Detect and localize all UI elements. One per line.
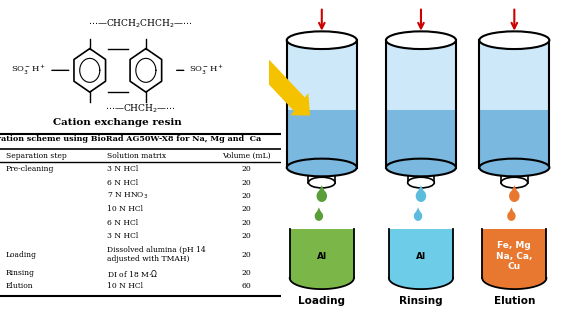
Bar	[309, 168, 335, 183]
Text: Loading: Loading	[6, 251, 36, 259]
Bar	[482, 229, 546, 278]
Text: Volume (mL): Volume (mL)	[223, 152, 271, 160]
Text: DI of 18 M$\cdot\Omega$: DI of 18 M$\cdot\Omega$	[107, 268, 158, 278]
Text: Separation scheme using BioRad AG50W-X8 for Na, Mg and  Ca: Separation scheme using BioRad AG50W-X8 …	[0, 135, 261, 143]
Ellipse shape	[287, 159, 357, 176]
Text: $\cdots$—CHCH$_2$—$\cdots$: $\cdots$—CHCH$_2$—$\cdots$	[105, 103, 176, 115]
Bar	[289, 229, 354, 278]
Text: Rinsing: Rinsing	[6, 269, 35, 277]
Text: Al: Al	[317, 252, 327, 261]
Text: 60: 60	[242, 282, 252, 290]
Bar	[287, 40, 357, 168]
Text: Solution matrix: Solution matrix	[107, 152, 165, 160]
Ellipse shape	[482, 267, 546, 289]
Ellipse shape	[408, 177, 434, 188]
Circle shape	[416, 190, 426, 202]
Ellipse shape	[389, 267, 453, 289]
Text: 7 N HNO$_3$: 7 N HNO$_3$	[107, 191, 148, 201]
Bar	[386, 110, 456, 168]
Ellipse shape	[479, 159, 549, 176]
Bar	[287, 40, 357, 110]
Text: 20: 20	[242, 179, 252, 187]
Polygon shape	[508, 207, 515, 215]
Bar	[386, 40, 456, 110]
Text: Loading: Loading	[298, 296, 345, 307]
Text: Rinsing: Rinsing	[399, 296, 443, 307]
Text: 20: 20	[242, 165, 252, 173]
Bar	[479, 110, 549, 168]
Text: 20: 20	[242, 219, 252, 227]
Text: Elution: Elution	[494, 296, 535, 307]
Bar	[287, 110, 357, 168]
Text: Separation step: Separation step	[6, 152, 66, 160]
Ellipse shape	[479, 31, 549, 49]
Text: 20: 20	[242, 205, 252, 213]
Circle shape	[414, 211, 422, 221]
Circle shape	[507, 211, 516, 221]
Text: 20: 20	[242, 192, 252, 200]
Circle shape	[315, 211, 323, 221]
Ellipse shape	[289, 267, 354, 289]
Polygon shape	[415, 207, 421, 215]
Text: 6 N HCl: 6 N HCl	[107, 219, 137, 227]
Text: 10 N HCl: 10 N HCl	[107, 205, 142, 213]
Text: 3 N HCl: 3 N HCl	[107, 232, 138, 240]
Ellipse shape	[287, 31, 357, 49]
Text: 6 N HCl: 6 N HCl	[107, 179, 137, 187]
Ellipse shape	[386, 159, 456, 176]
Text: 10 N HCl: 10 N HCl	[107, 282, 142, 290]
Text: Dissolved alumina (pH 14
adjusted with TMAH): Dissolved alumina (pH 14 adjusted with T…	[107, 246, 205, 263]
Polygon shape	[318, 185, 326, 194]
Bar	[386, 40, 456, 168]
Circle shape	[316, 190, 327, 202]
Bar	[408, 168, 434, 183]
Text: 20: 20	[242, 232, 252, 240]
Polygon shape	[417, 185, 425, 194]
Polygon shape	[315, 207, 322, 215]
Text: Fe, Mg
Na, Ca,
Cu: Fe, Mg Na, Ca, Cu	[496, 241, 532, 271]
Bar	[501, 168, 528, 183]
FancyArrow shape	[249, 50, 310, 116]
Bar	[479, 40, 549, 110]
Circle shape	[509, 190, 519, 202]
Ellipse shape	[501, 177, 528, 188]
Text: Elution: Elution	[6, 282, 33, 290]
Ellipse shape	[386, 31, 456, 49]
Polygon shape	[510, 185, 518, 194]
Text: 20: 20	[242, 251, 252, 259]
Text: $\cdots$—CHCH$_2$CHCH$_2$—$\cdots$: $\cdots$—CHCH$_2$CHCH$_2$—$\cdots$	[88, 17, 192, 30]
Text: 3 N HCl: 3 N HCl	[107, 165, 138, 173]
Ellipse shape	[309, 177, 335, 188]
Bar	[479, 40, 549, 168]
Text: Cation exchange resin: Cation exchange resin	[53, 118, 182, 127]
Bar	[389, 229, 453, 278]
Text: SO$_3^-$H$^+$: SO$_3^-$H$^+$	[11, 63, 45, 77]
Text: SO$_3^-$H$^+$: SO$_3^-$H$^+$	[188, 63, 224, 77]
Text: Pre-cleaning: Pre-cleaning	[6, 165, 54, 173]
Text: 20: 20	[242, 269, 252, 277]
Text: Al: Al	[416, 252, 426, 261]
